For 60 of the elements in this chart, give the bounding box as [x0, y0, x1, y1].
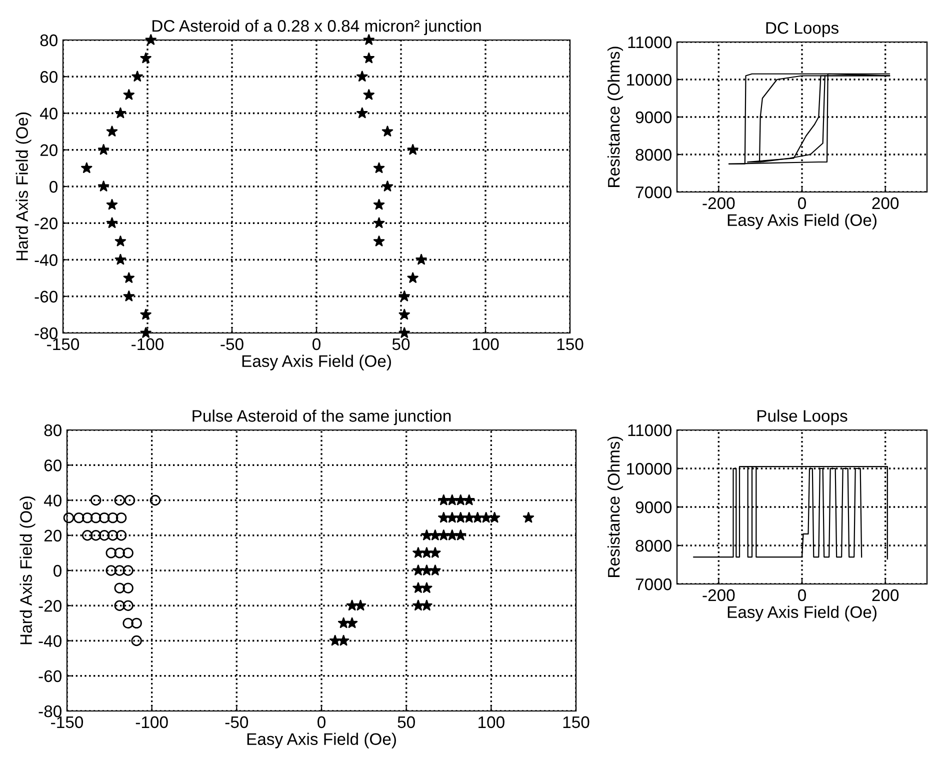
- x-tick-label: 0: [798, 197, 806, 210]
- x-tick-label: 0: [318, 716, 326, 728]
- y-tick-label: 9000: [636, 501, 672, 514]
- y-axis-title: Resistance (Ohms): [607, 436, 624, 577]
- y-tick-label: 20: [44, 530, 62, 542]
- x-axis-title: Easy Axis Field (Oe): [247, 732, 396, 748]
- x-tick-label: 150: [563, 716, 590, 728]
- y-axis-title: Resistance (Ohms): [607, 46, 624, 187]
- y-tick-label: 0: [50, 180, 58, 193]
- y-tick-label: 60: [40, 71, 58, 83]
- y-tick-label: -60: [38, 670, 62, 682]
- x-tick-label: 100: [478, 716, 504, 728]
- x-tick-label: 50: [398, 716, 415, 728]
- y-axis-title: Hard Axis Field (Oe): [20, 496, 36, 644]
- y-tick-label: -80: [34, 327, 58, 340]
- y-tick-label: 9000: [636, 111, 672, 124]
- x-tick-label: -150: [51, 716, 84, 728]
- y-tick-label: -80: [38, 705, 62, 718]
- x-tick-label: -100: [136, 716, 168, 728]
- x-axis-title: Easy Axis Field (Oe): [728, 606, 876, 622]
- x-tick-label: 0: [312, 338, 320, 350]
- x-tick-label: 200: [872, 197, 899, 210]
- y-tick-label: -60: [34, 290, 58, 303]
- chart-title: DC Asteroid of a 0.28 x 0.84 micron² junction: [152, 20, 481, 36]
- x-axis-title: Easy Axis Field (Oe): [242, 354, 391, 370]
- x-tick-label: -150: [47, 338, 80, 350]
- x-axis-title: Easy Axis Field (Oe): [728, 214, 876, 230]
- x-tick-label: 150: [557, 338, 584, 350]
- x-tick-label: -50: [225, 716, 248, 728]
- y-tick-label: 11000: [628, 424, 672, 436]
- y-tick-label: 0: [54, 564, 62, 577]
- y-tick-label: -40: [38, 635, 62, 647]
- y-tick-label: 10000: [627, 74, 672, 86]
- y-tick-label: -20: [38, 600, 62, 612]
- y-tick-label: 8000: [636, 540, 672, 552]
- x-tick-label: -200: [702, 197, 735, 210]
- y-tick-label: 7000: [636, 578, 672, 590]
- y-axis-title: Hard Axis Field (Oe): [16, 112, 32, 260]
- y-tick-label: 80: [40, 34, 58, 46]
- y-tick-label: 11000: [628, 36, 672, 48]
- chart-title: Pulse Asteroid of the same junction: [192, 410, 451, 426]
- x-tick-label: -100: [132, 338, 164, 350]
- y-tick-label: 10000: [627, 462, 672, 475]
- y-tick-label: -40: [34, 254, 58, 266]
- x-tick-label: 50: [392, 338, 410, 350]
- y-tick-label: 60: [44, 460, 62, 472]
- y-tick-label: 8000: [636, 148, 672, 161]
- y-tick-label: 20: [40, 144, 58, 156]
- y-tick-label: 80: [44, 424, 62, 436]
- x-tick-label: 200: [872, 589, 899, 602]
- y-tick-label: 7000: [636, 186, 672, 198]
- chart-title: DC Loops: [766, 22, 838, 38]
- y-tick-label: -20: [34, 218, 58, 230]
- y-tick-label: 40: [44, 494, 62, 506]
- x-tick-label: 0: [798, 589, 806, 602]
- y-tick-label: 40: [40, 108, 58, 120]
- x-tick-label: -200: [702, 589, 735, 602]
- x-tick-label: 100: [472, 338, 499, 350]
- x-tick-label: -50: [220, 338, 244, 350]
- chart-title: Pulse Loops: [758, 410, 848, 426]
